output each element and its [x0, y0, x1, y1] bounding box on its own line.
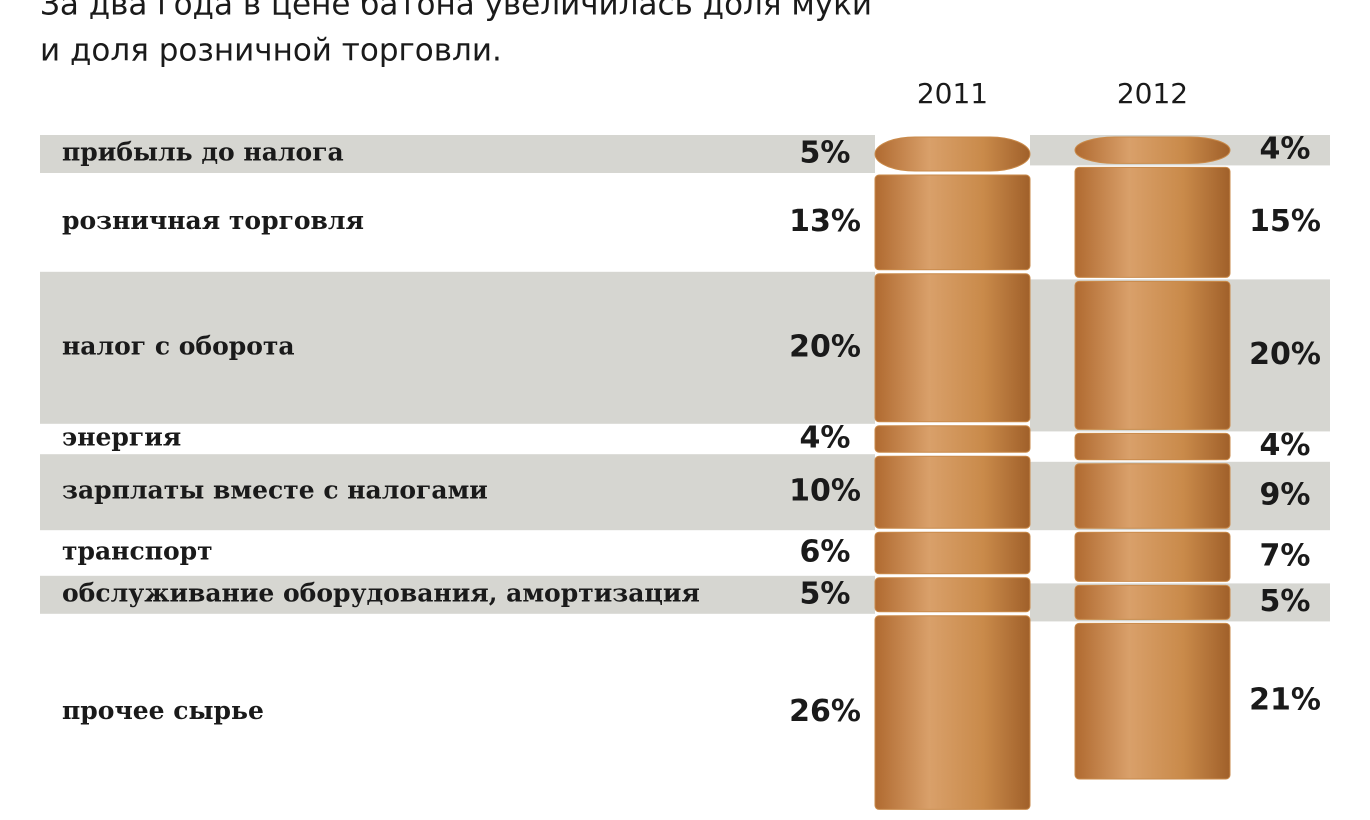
bar-segment — [874, 615, 1031, 810]
value-label: 10% — [789, 474, 861, 509]
category-label: прочее сырье — [62, 696, 264, 725]
bar-segment — [1074, 531, 1231, 582]
row-band — [40, 575, 875, 614]
value-label: 4% — [800, 421, 851, 456]
bar-segment — [1074, 463, 1231, 529]
value-label: 13% — [789, 204, 861, 239]
bar-segment — [1074, 622, 1231, 780]
bar-segment — [1074, 432, 1231, 461]
year-label: 2011 — [917, 77, 988, 110]
value-label: 9% — [1260, 478, 1311, 513]
chart-subtitle: и доля розничной торговли. — [40, 33, 502, 69]
bar-segment — [874, 136, 1031, 172]
value-label: 7% — [1260, 538, 1311, 573]
bar-segment — [874, 273, 1031, 423]
category-label: розничная торговля — [62, 206, 364, 235]
bar-segment — [874, 174, 1031, 271]
value-label: 4% — [1260, 132, 1311, 167]
value-label: 20% — [1249, 337, 1321, 372]
value-label: 5% — [800, 576, 851, 611]
category-label: транспорт — [62, 537, 213, 566]
row-band — [40, 135, 875, 173]
bar-segment — [874, 425, 1031, 453]
bar-segment — [1074, 136, 1231, 164]
value-label: 15% — [1249, 204, 1321, 239]
value-label: 21% — [1249, 683, 1321, 718]
row-band — [40, 454, 875, 531]
category-label: налог с оборота — [62, 331, 295, 360]
value-label: 20% — [789, 329, 861, 364]
category-label: обслуживание оборудования, амортизация — [62, 578, 700, 607]
row-band — [40, 271, 875, 424]
category-label: прибыль до налога — [62, 138, 344, 167]
value-label: 26% — [789, 694, 861, 729]
value-label: 5% — [1260, 584, 1311, 619]
bar-segment — [874, 455, 1031, 529]
value-label: 4% — [1260, 428, 1311, 463]
category-label: зарплаты вместе с налогами — [62, 476, 488, 505]
value-label: 6% — [800, 535, 851, 570]
category-label: энергия — [62, 423, 181, 452]
bar-segment — [1074, 280, 1231, 430]
bar-segment — [1074, 584, 1231, 620]
year-label: 2012 — [1117, 77, 1188, 110]
value-label: 5% — [800, 136, 851, 171]
chart-title: За два года в цене батона увеличилась до… — [40, 0, 872, 23]
bar-segment — [1074, 166, 1231, 278]
bar-segment — [874, 577, 1031, 613]
bar-segment — [874, 531, 1031, 575]
